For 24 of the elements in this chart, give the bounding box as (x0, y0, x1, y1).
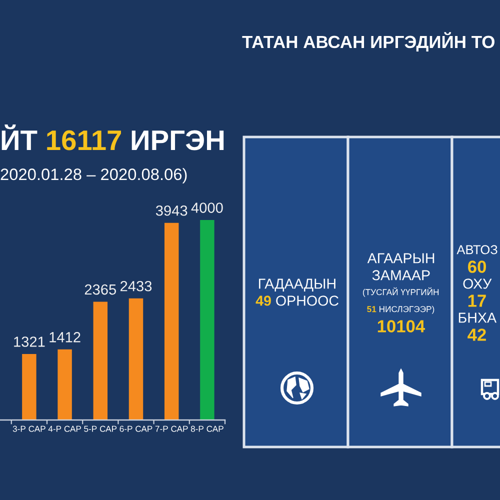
bar (128, 298, 144, 420)
x-tick-label: 6-Р САР (120, 426, 152, 432)
x-tick-label: 5-Р САР (84, 426, 117, 432)
x-tick-label: 4-Р САР (48, 426, 81, 432)
data-label: 1412 (50, 332, 80, 342)
data-label: 2365 (84, 284, 116, 295)
chart-title: ЙТ 16117 ИРГЭН (2, 124, 224, 150)
data-label: 3943 (156, 205, 188, 216)
text: ТАТАН АВСАН ИРГЭДИЙН ТО (242, 32, 494, 52)
x-tick-label: 3-Р САР (12, 426, 46, 432)
bar (164, 222, 179, 420)
text: ГАДААДЫН 49 ОРНООС (256, 278, 338, 306)
x-tick-label: 7-Р САР (155, 426, 188, 432)
text: АВТОЗ 60 ОХУ 17 БНХА 42 (456, 245, 498, 341)
bar (93, 302, 108, 420)
bar (200, 220, 214, 420)
text: АГААРЫН ЗАМААР (ТУСГАЙ ҮҮРГИЙН 51 НИСЛЭГЭЭР) 10104 (362, 253, 439, 332)
x-tick-label: 8-Р САР (190, 426, 224, 432)
data-label: 2433 (120, 280, 152, 292)
data-label: 1321 (14, 336, 45, 347)
chart-subtitle: 2020.01.28 – 2020.08.06) (0, 168, 187, 184)
bar (22, 354, 36, 420)
data-label: 4000 (191, 202, 223, 213)
bar (58, 349, 72, 420)
